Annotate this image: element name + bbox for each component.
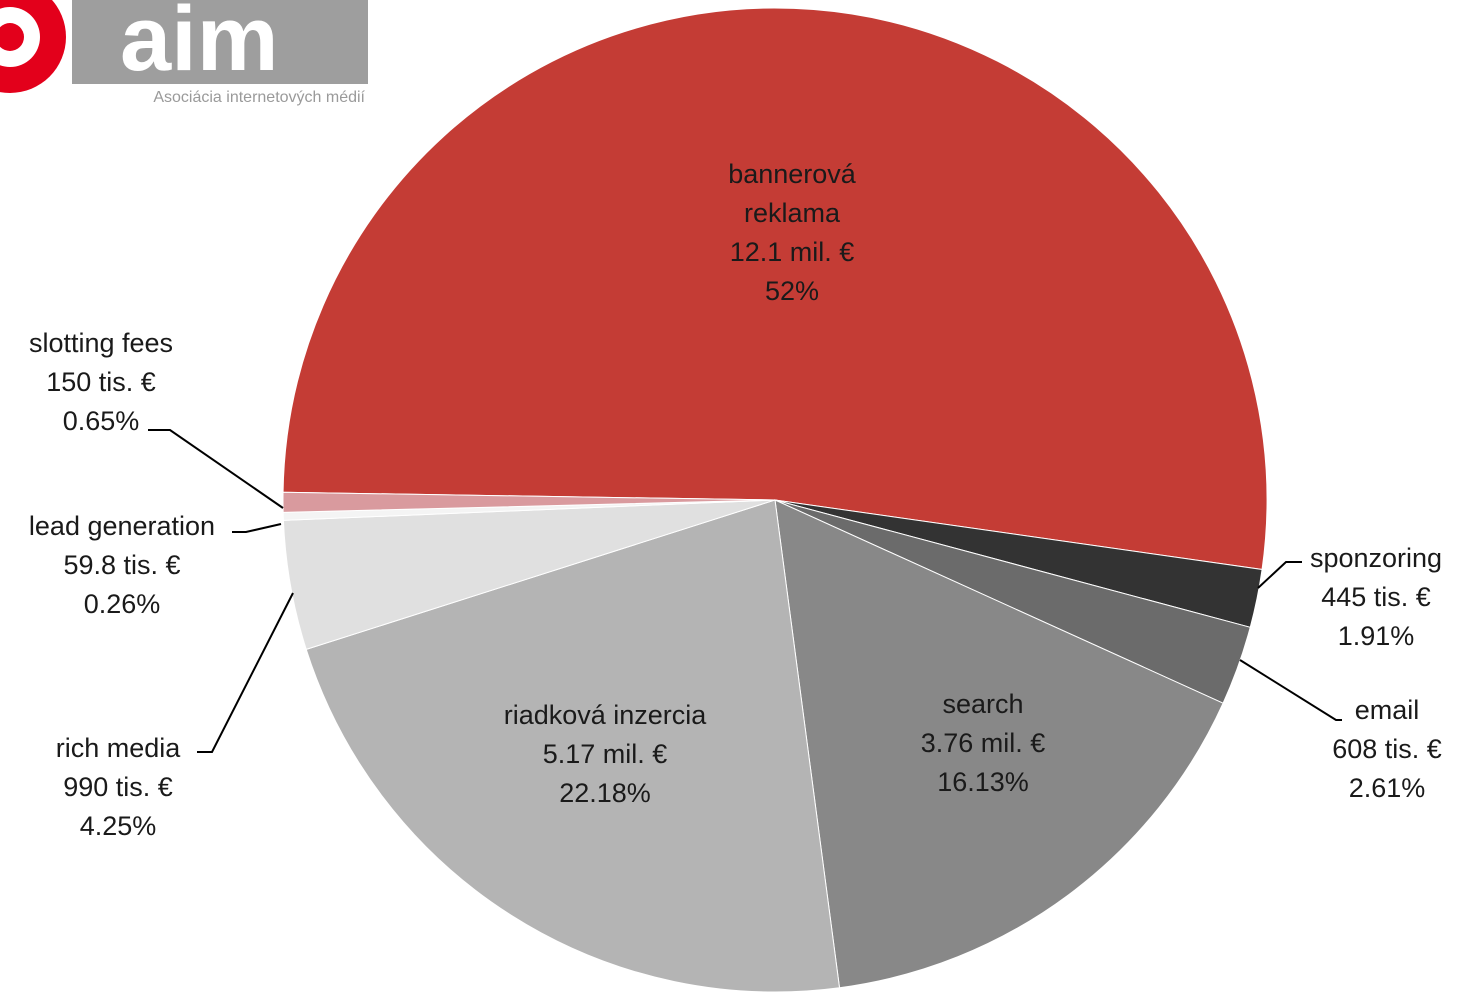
leader-line-lead	[232, 524, 281, 532]
label-percent: 2.61%	[1349, 773, 1426, 803]
label-name: bannerová	[728, 159, 857, 189]
leader-line-rich	[197, 593, 293, 752]
data-label-rich: rich media 990 tis. € 4.25%	[56, 733, 182, 841]
leader-line-slot	[148, 430, 283, 508]
label-name: reklama	[744, 198, 841, 228]
label-percent: 0.26%	[84, 589, 161, 619]
pie-slices	[283, 8, 1267, 992]
label-amount: 3.76 mil. €	[921, 728, 1046, 758]
label-percent: 1.91%	[1338, 621, 1415, 651]
label-amount: 150 tis. €	[46, 367, 156, 397]
aim-logo: aim Asociácia internetových médií	[0, 0, 368, 106]
label-amount: 12.1 mil. €	[730, 237, 855, 267]
label-amount: 5.17 mil. €	[543, 739, 668, 769]
label-amount: 990 tis. €	[63, 772, 173, 802]
label-name: riadková inzercia	[504, 700, 708, 730]
logo-name: aim	[120, 0, 279, 90]
label-percent: 4.25%	[80, 811, 157, 841]
data-label-email: email 608 tis. € 2.61%	[1332, 695, 1442, 803]
data-label-lead: lead generation 59.8 tis. € 0.26%	[29, 511, 215, 619]
label-name: slotting fees	[29, 328, 173, 358]
data-label-slot: slotting fees 150 tis. € 0.65%	[29, 328, 173, 436]
label-name: rich media	[56, 733, 182, 763]
label-percent: 0.65%	[63, 406, 140, 436]
leader-line-email	[1240, 660, 1342, 720]
label-name: sponzoring	[1310, 543, 1442, 573]
label-amount: 59.8 tis. €	[63, 550, 180, 580]
data-label-sponz: sponzoring 445 tis. € 1.91%	[1310, 543, 1442, 651]
label-percent: 16.13%	[937, 767, 1029, 797]
label-name: search	[942, 689, 1023, 719]
label-percent: 22.18%	[559, 778, 651, 808]
logo-tagline: Asociácia internetových médií	[153, 89, 365, 106]
label-amount: 445 tis. €	[1321, 582, 1431, 612]
label-percent: 52%	[765, 276, 819, 306]
leader-line-sponz	[1258, 562, 1302, 588]
label-name: lead generation	[29, 511, 215, 541]
label-name: email	[1355, 695, 1420, 725]
label-amount: 608 tis. €	[1332, 734, 1442, 764]
